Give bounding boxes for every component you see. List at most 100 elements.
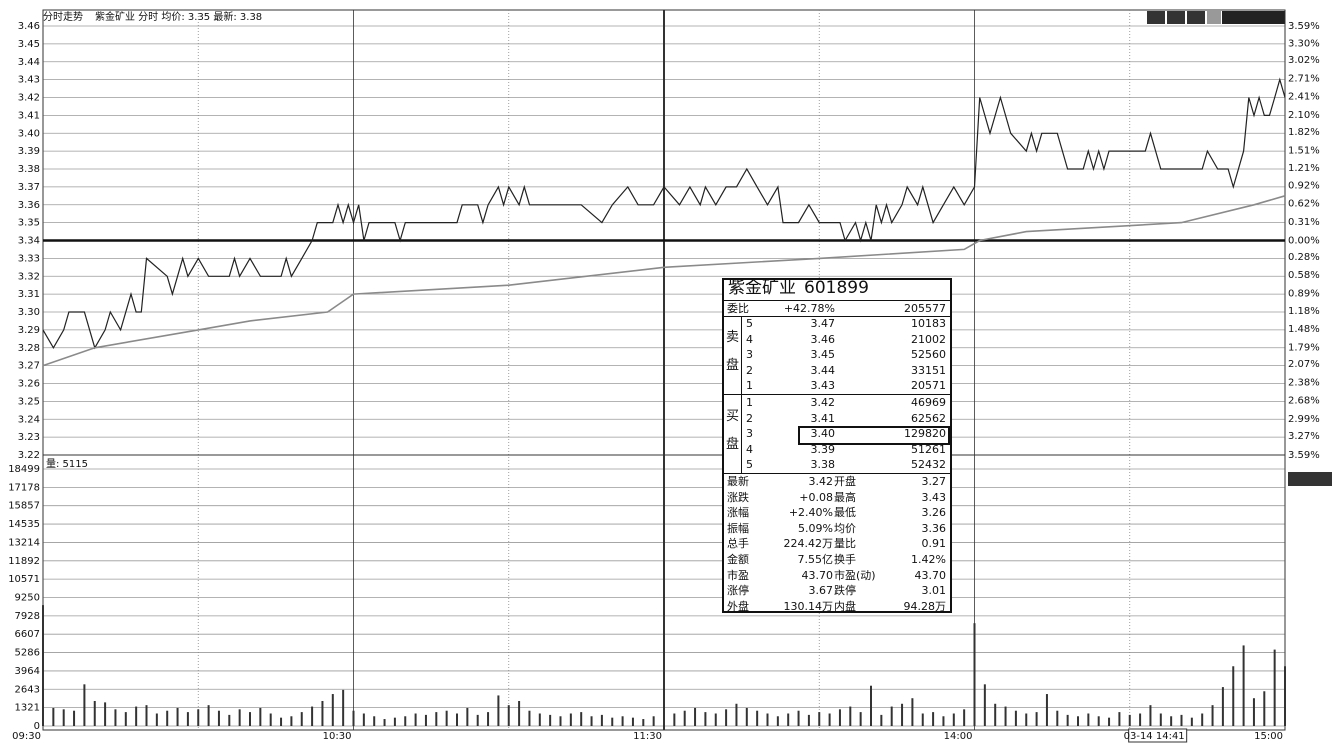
volume-bar (1263, 691, 1266, 726)
volume-bar (207, 705, 210, 726)
toolbar-button[interactable] (1187, 11, 1205, 24)
volume-bar (1232, 666, 1235, 726)
panel-cell: 3.40 (810, 427, 836, 441)
y2-tick-label: 1.79% (1288, 342, 1320, 353)
volume-bar (642, 719, 645, 726)
volume-bar (404, 716, 407, 726)
volume-bar (963, 709, 966, 726)
panel-cell: 3.01 (921, 584, 947, 598)
volume-bar (290, 716, 293, 726)
volume-bar (870, 685, 872, 726)
volume-bar (435, 712, 438, 726)
volume-bar (549, 714, 552, 726)
panel-cell: 1 (746, 396, 753, 409)
volume-bar (83, 684, 86, 726)
panel-cell: 内盘 (834, 599, 856, 613)
panel-cell: 涨停 (727, 584, 749, 598)
volume-bar (104, 702, 107, 726)
toolbar-button[interactable] (1147, 11, 1165, 24)
volume-bar (1273, 649, 1276, 726)
panel-cell: 外盘 (727, 599, 749, 613)
volume-bar (145, 705, 148, 726)
volume-bar (445, 710, 448, 726)
panel-cell: 3.45 (810, 348, 836, 362)
volume-bar (1201, 713, 1204, 726)
stock-name: 紫金矿业 (728, 278, 796, 298)
volume-bar (269, 713, 272, 726)
volume-bar (631, 717, 634, 726)
panel-cell: 0.91 (921, 537, 947, 551)
volume-bar (1087, 713, 1090, 726)
volume-bar (362, 713, 365, 726)
y-tick-label: 3.24 (18, 414, 40, 425)
panel-cell: 3 (746, 427, 753, 441)
panel-cell: 5 (746, 458, 753, 472)
volume-bar (476, 714, 479, 726)
volume-bar (994, 703, 997, 726)
panel-cell: 开盘 (834, 475, 856, 488)
panel-cell: 20571 (911, 379, 946, 393)
volume-bar (1252, 698, 1255, 726)
panel-cell: +2.40% (788, 506, 833, 520)
y2-tick-label: 0.58% (1288, 270, 1320, 281)
panel-cell: 94.28万 (903, 599, 947, 613)
volume-bar (714, 713, 717, 726)
stock-code: 601899 (804, 278, 869, 298)
y-tick-label: 17178 (8, 482, 40, 493)
volume-bar (186, 712, 189, 726)
volume-bar (787, 713, 790, 726)
panel-cell: 最新 (727, 475, 749, 488)
volume-bar (859, 712, 862, 726)
volume-bar (1014, 710, 1017, 726)
x-tick-label: 15:00 (1254, 731, 1283, 742)
panel-cell: 涨幅 (727, 506, 749, 520)
volume-bar (1077, 716, 1079, 726)
y2-tick-label: 0.28% (1288, 252, 1320, 263)
y-tick-label: 3.41 (18, 110, 40, 121)
volume-bar (1097, 716, 1100, 726)
chart-title: 分时走势 (43, 10, 83, 23)
volume-bar (52, 707, 55, 726)
volume-bar (880, 714, 883, 726)
volume-bar (663, 707, 665, 726)
panel-cell: 市盈(动) (834, 568, 876, 582)
side-tab[interactable] (1288, 472, 1332, 486)
panel-rule (741, 316, 742, 394)
volume-bar (818, 712, 821, 726)
volume-bar (1004, 706, 1007, 726)
y-tick-label: 2643 (15, 684, 40, 695)
volume-bar (342, 689, 345, 726)
panel-cell: 均价 (834, 521, 856, 535)
y-tick-label: 18499 (8, 464, 40, 475)
y2-tick-label: 3.30% (1288, 38, 1320, 49)
y-tick-label: 9250 (15, 592, 40, 603)
toolbar-button[interactable] (1207, 11, 1221, 24)
volume-bar (300, 712, 303, 726)
volume-bar (725, 709, 728, 726)
panel-cell: 129820 (904, 427, 946, 441)
volume-bar (466, 707, 469, 726)
volume-bar (228, 714, 231, 726)
y2-tick-label: 1.51% (1288, 145, 1320, 156)
y2-tick-label: 0.92% (1288, 181, 1320, 192)
panel-cell: 最低 (834, 506, 856, 520)
toolbar-button[interactable] (1167, 11, 1185, 24)
y-tick-label: 3.30 (18, 307, 40, 318)
panel-cell: 2 (746, 411, 753, 425)
volume-bar (1221, 687, 1224, 726)
panel-cell: 52560 (911, 348, 946, 362)
volume-bar (766, 713, 769, 726)
panel-cell: 3.42 (808, 475, 834, 488)
volume-bar (114, 709, 117, 726)
volume-bar (838, 709, 841, 726)
y-tick-label: 3.29 (18, 325, 40, 336)
y-tick-label: 3.27 (18, 361, 40, 372)
toolbar-button[interactable] (1222, 11, 1285, 24)
cursor-label: 03-14 14:41 (1124, 731, 1185, 742)
volume-bar (518, 700, 521, 726)
panel-cell: 3.43 (810, 379, 836, 393)
volume-bar (1139, 713, 1142, 726)
volume-bar (921, 713, 924, 726)
volume-bar (538, 713, 541, 726)
